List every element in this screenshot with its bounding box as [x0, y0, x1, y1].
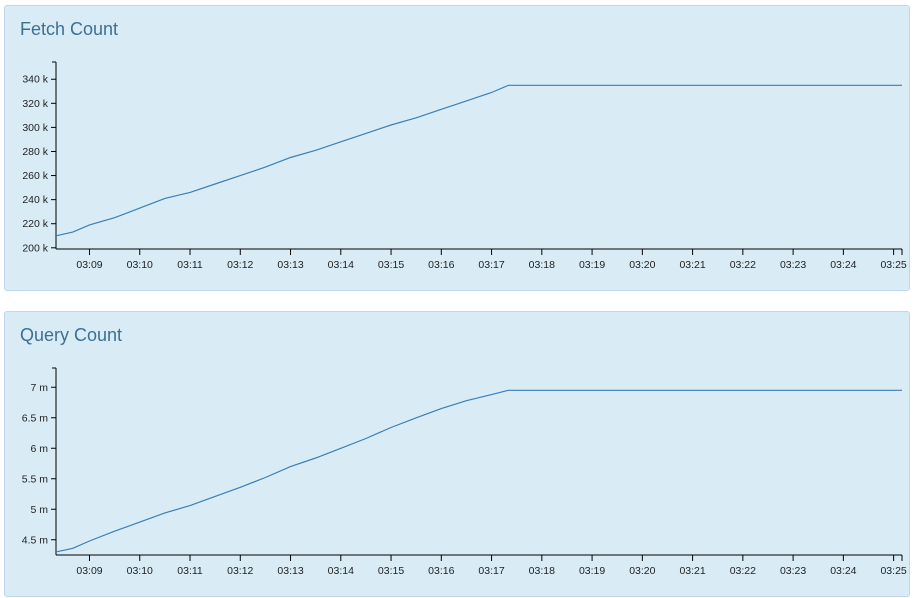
x-tick-label: 03:21 [679, 259, 705, 271]
x-tick-label: 03:22 [730, 259, 756, 271]
series-line [56, 85, 902, 236]
query-count-chart: 4.5 m 5 m 5.5 m 6 m 6.5 m 7 m 03:09 03:10 03:11 0… [5, 312, 911, 598]
y-tick-label: 280 k [22, 146, 48, 158]
fetch-count-chart: 200 k 220 k 240 k 260 k 280 k 300 k 320 k 340 k… [5, 6, 911, 292]
x-tick-label: 03:15 [378, 565, 404, 577]
y-tick-label: 6.5 m [22, 412, 49, 424]
x-tick-label: 03:21 [679, 565, 705, 577]
x-tick-label: 03:10 [127, 565, 153, 577]
x-tick-label: 03:14 [328, 259, 354, 271]
x-tick-label: 03:16 [428, 259, 454, 271]
x-tick-label: 03:24 [830, 259, 856, 271]
x-tick-label: 03:12 [227, 565, 253, 577]
x-tick-label: 03:16 [428, 565, 454, 577]
x-tick-label: 03:14 [328, 565, 354, 577]
x-tick-label: 03:18 [529, 565, 555, 577]
y-tick-label: 300 k [22, 122, 48, 134]
x-tick-label: 03:25 [880, 565, 906, 577]
x-tick-label: 03:20 [629, 565, 655, 577]
x-tick-label: 03:13 [277, 259, 303, 271]
x-tick-label: 03:11 [177, 565, 203, 577]
x-tick-label: 03:19 [579, 259, 605, 271]
y-tick-label: 200 k [22, 242, 48, 254]
y-tick-label: 240 k [22, 194, 48, 206]
x-tick-label: 03:12 [227, 259, 253, 271]
x-tick-label: 03:23 [780, 565, 806, 577]
series-line [56, 390, 902, 552]
x-tick-label: 03:10 [127, 259, 153, 271]
x-tick-label: 03:23 [780, 259, 806, 271]
x-tick-label: 03:13 [277, 565, 303, 577]
y-tick-label: 320 k [22, 98, 48, 110]
x-tick-label: 03:22 [730, 565, 756, 577]
x-tick-label: 03:24 [830, 565, 856, 577]
x-tick-label: 03:19 [579, 565, 605, 577]
x-tick-label: 03:25 [880, 259, 906, 271]
x-tick-label: 03:20 [629, 259, 655, 271]
y-tick-label: 220 k [22, 218, 48, 230]
y-tick-label: 260 k [22, 170, 48, 182]
y-tick-label: 7 m [30, 382, 48, 394]
x-tick-label: 03:17 [478, 565, 504, 577]
x-tick-label: 03:09 [76, 259, 102, 271]
x-tick-label: 03:17 [478, 259, 504, 271]
x-tick-label: 03:11 [177, 259, 203, 271]
y-tick-label: 6 m [30, 443, 48, 455]
y-tick-label: 340 k [22, 74, 48, 86]
x-tick-label: 03:15 [378, 259, 404, 271]
x-tick-label: 03:18 [529, 259, 555, 271]
y-tick-label: 5.5 m [22, 473, 49, 485]
y-tick-label: 4.5 m [22, 534, 49, 546]
y-tick-label: 5 m [30, 504, 48, 516]
x-tick-label: 03:09 [76, 565, 102, 577]
